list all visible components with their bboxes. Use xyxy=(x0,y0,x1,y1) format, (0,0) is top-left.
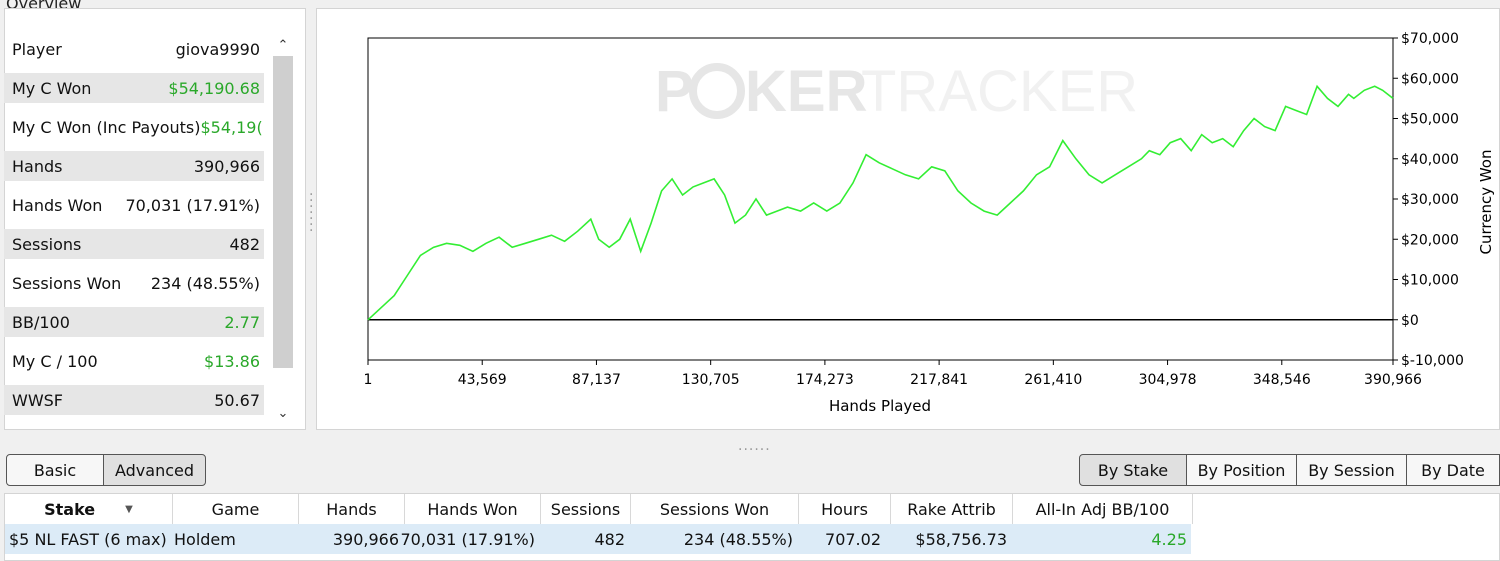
stat-label: BB/100 xyxy=(12,312,70,332)
x-tick-label: 130,705 xyxy=(682,372,740,388)
sort-down-icon: ▼ xyxy=(125,503,133,515)
series-line xyxy=(367,84,1394,321)
x-tick-label: 390,966 xyxy=(1364,372,1422,388)
stat-value: 2.77 xyxy=(224,312,260,332)
x-tick-label: 304,978 xyxy=(1139,372,1197,388)
stat-label: My C Won xyxy=(12,78,92,98)
cell-sessions-won: 234 (48.55%) xyxy=(683,529,793,549)
x-axis: 1 43,569 87,137 130,705 174,273 217,841 261,41… xyxy=(364,360,1422,388)
x-tick-label: 43,569 xyxy=(458,372,507,388)
stat-row-my-c-100[interactable]: My C / 100 $13.86 xyxy=(4,346,264,376)
tab-advanced[interactable]: Advanced xyxy=(103,454,206,486)
y-tick-label: $60,000 xyxy=(1401,71,1459,87)
column-header-all-in-adj-bb100[interactable]: All-In Adj BB/100 xyxy=(1013,494,1193,524)
stat-row-sessions[interactable]: Sessions 482 xyxy=(4,229,264,259)
stat-value: 50.67 xyxy=(214,390,260,410)
watermark-text: P xyxy=(655,59,694,124)
stat-value: $13.86 xyxy=(204,351,260,371)
column-header-stake[interactable]: Stake ▼ xyxy=(5,494,173,524)
horizontal-splitter-handle[interactable]: ······ xyxy=(738,442,771,458)
stat-row-wwsf[interactable]: WWSF 50.67 xyxy=(4,385,264,415)
stat-label: WWSF xyxy=(12,390,63,410)
chevron-up-icon[interactable]: ⌃ xyxy=(277,37,289,53)
stat-row-sessions-won[interactable]: Sessions Won 234 (48.55%) xyxy=(4,268,264,298)
x-tick-label: 174,273 xyxy=(796,372,854,388)
y-tick-label: $0 xyxy=(1401,313,1419,329)
stat-label: Sessions xyxy=(12,234,82,254)
watermark-text: KER xyxy=(745,59,867,124)
cell-hands-won: 70,031 (17.91%) xyxy=(400,529,535,549)
tab-by-position[interactable]: By Position xyxy=(1186,454,1297,486)
stat-value: $54,190.68 xyxy=(168,78,260,98)
stat-value: 482 xyxy=(229,234,260,254)
stat-value: $54,19( xyxy=(200,117,263,137)
y-tick-label: $30,000 xyxy=(1401,192,1459,208)
cell-stake: $5 NL FAST (6 max) xyxy=(9,529,167,549)
tab-by-session[interactable]: By Session xyxy=(1296,454,1407,486)
stat-value: giova9990 xyxy=(175,39,260,59)
y-tick-label: $-10,000 xyxy=(1401,353,1464,369)
stat-row-bb-100[interactable]: BB/100 2.77 xyxy=(4,307,264,337)
y-axis-label: Currency Won xyxy=(1477,150,1495,255)
y-tick-label: $10,000 xyxy=(1401,273,1459,289)
watermark-text: TRACKER xyxy=(861,59,1138,124)
y-tick-label: $50,000 xyxy=(1401,112,1459,128)
grid-header: Stake ▼ Game Hands Hands Won Sessions Se… xyxy=(5,494,1195,524)
stat-label: Sessions Won xyxy=(12,273,122,293)
stat-row-hands-won[interactable]: Hands Won 70,031 (17.91%) xyxy=(4,190,264,220)
column-header-label: Stake xyxy=(44,499,96,519)
x-axis-label: Hands Played xyxy=(829,397,931,415)
y-tick-label: $70,000 xyxy=(1401,31,1459,47)
column-header-hands-won[interactable]: Hands Won xyxy=(405,494,541,524)
cell-hours: 707.02 xyxy=(825,529,881,549)
cell-all-in-adj-bb100: 4.25 xyxy=(1151,529,1187,549)
overview-scrollbar-thumb[interactable] xyxy=(273,56,293,368)
tab-basic[interactable]: Basic xyxy=(6,454,104,486)
column-header-sessions[interactable]: Sessions xyxy=(541,494,631,524)
x-tick-label: 261,410 xyxy=(1024,372,1082,388)
stat-row-hands[interactable]: Hands 390,966 xyxy=(4,151,264,181)
poker-chip-icon: O xyxy=(689,63,745,119)
column-header-hands[interactable]: Hands xyxy=(299,494,405,524)
vertical-splitter-handle[interactable]: · · · · · · · xyxy=(309,187,314,239)
column-header-sessions-won[interactable]: Sessions Won xyxy=(631,494,799,524)
stat-label: My C / 100 xyxy=(12,351,98,371)
stat-label: Hands Won xyxy=(12,195,103,215)
chevron-down-icon[interactable]: ⌄ xyxy=(277,405,289,421)
y-tick-label: $20,000 xyxy=(1401,232,1459,248)
stat-label: Player xyxy=(12,39,62,59)
tab-by-stake[interactable]: By Stake xyxy=(1079,454,1187,486)
stat-value: 70,031 (17.91%) xyxy=(125,195,260,215)
x-tick-label: 217,841 xyxy=(910,372,968,388)
stat-label: Hands xyxy=(12,156,63,176)
cell-hands: 390,966 xyxy=(332,529,399,549)
stat-row-my-c-won[interactable]: My C Won $54,190.68 xyxy=(4,73,264,103)
y-tick-label: $40,000 xyxy=(1401,152,1459,168)
column-header-rake-attrib[interactable]: Rake Attrib xyxy=(891,494,1013,524)
stats-grid: Stake ▼ Game Hands Hands Won Sessions Se… xyxy=(4,493,1500,561)
cell-game: Holdem xyxy=(174,529,236,549)
y-axis: $70,000 $60,000 $50,000 $40,000 $30,000 $20,0… xyxy=(1393,31,1464,369)
stat-row-my-c-won-inc-payouts[interactable]: My C Won (Inc Payouts) $54,19( xyxy=(4,112,264,142)
tab-by-date[interactable]: By Date xyxy=(1406,454,1500,486)
winnings-chart: P O KER TRACKER $70,000 $60,000 $50,000 $40… xyxy=(364,31,1495,415)
cell-rake-attrib: $58,756.73 xyxy=(915,529,1007,549)
x-tick-label: 1 xyxy=(364,372,373,388)
chart-panel: P O KER TRACKER $70,000 $60,000 $50,000 $40… xyxy=(316,8,1500,430)
column-header-game[interactable]: Game xyxy=(173,494,299,524)
column-header-hours[interactable]: Hours xyxy=(799,494,891,524)
stat-value: 390,966 xyxy=(193,156,260,176)
table-row[interactable]: $5 NL FAST (6 max) Holdem 390,966 70,031… xyxy=(5,524,1191,554)
x-tick-label: 348,546 xyxy=(1253,372,1311,388)
stat-row-player[interactable]: Player giova9990 xyxy=(4,34,264,64)
x-tick-label: 87,137 xyxy=(572,372,621,388)
stat-value: 234 (48.55%) xyxy=(150,273,260,293)
cell-sessions: 482 xyxy=(594,529,625,549)
stat-label: My C Won (Inc Payouts) xyxy=(12,117,201,137)
